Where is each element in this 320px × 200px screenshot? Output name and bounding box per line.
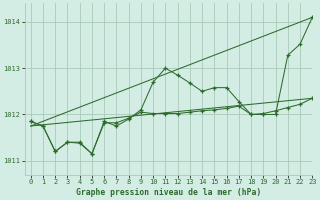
X-axis label: Graphe pression niveau de la mer (hPa): Graphe pression niveau de la mer (hPa) <box>76 188 261 197</box>
